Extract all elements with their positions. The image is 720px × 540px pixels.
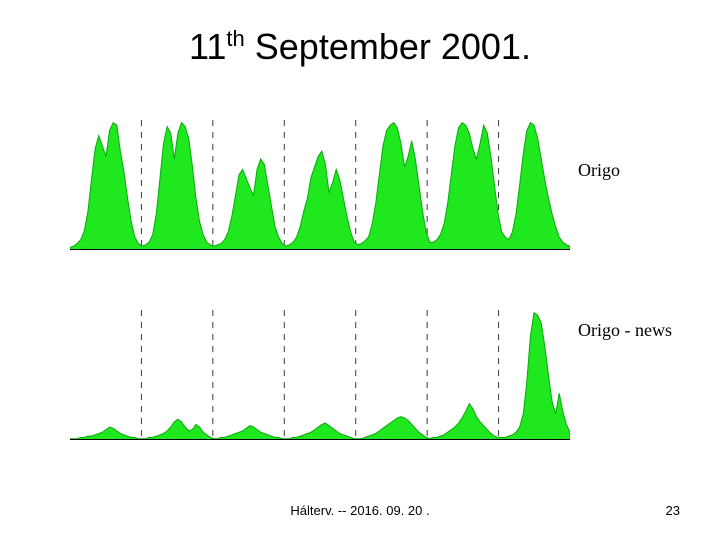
traffic-chart-origo bbox=[70, 120, 570, 250]
footer-center: Hálterv. -- 2016. 09. 20 . bbox=[0, 503, 720, 518]
title-suffix: September 2001. bbox=[245, 26, 531, 67]
title-prefix: 11 bbox=[189, 26, 226, 67]
title-sup: th bbox=[226, 26, 244, 51]
traffic-chart-origo-news bbox=[70, 310, 570, 440]
area-chart-svg bbox=[70, 120, 570, 250]
chart-label-origo-news: Origo - news bbox=[578, 320, 672, 341]
page-title: 11th September 2001. bbox=[0, 26, 720, 68]
footer-page-number: 23 bbox=[666, 503, 680, 518]
slide: 11th September 2001. Origo Origo - news … bbox=[0, 0, 720, 540]
chart-label-origo: Origo bbox=[578, 160, 620, 181]
area-chart-svg bbox=[70, 310, 570, 440]
